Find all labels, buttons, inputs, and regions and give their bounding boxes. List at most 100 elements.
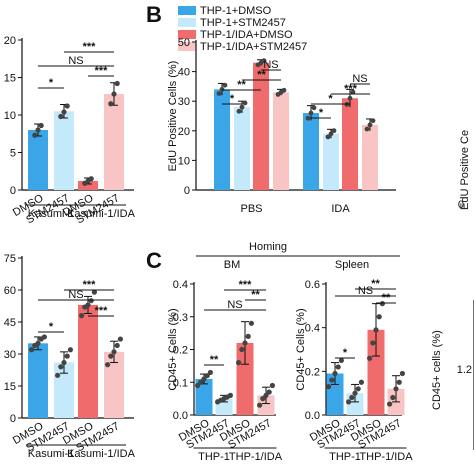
- c-bm-datapoint: [245, 333, 251, 339]
- charts-layer: 05101520DMSOSTM2457DMSOSTM2457****NS***K…: [4, 35, 413, 463]
- a-bottom-datapoint: [41, 334, 48, 340]
- c-spleen-datapoint: [329, 377, 335, 383]
- c-bm-sig-label: **: [251, 289, 260, 301]
- a-bottom-ytick-label: 30: [4, 349, 16, 361]
- a-bottom-ytick-label: 45: [4, 317, 16, 329]
- c-bm-datapoint: [236, 360, 242, 366]
- b-bar: [342, 98, 358, 190]
- b-ytick-label: 20: [178, 126, 190, 138]
- a-top-sig-label: ***: [83, 41, 97, 53]
- a-bottom-sig-label: ***: [83, 279, 97, 291]
- c-bm-datapoint: [198, 379, 204, 385]
- b-sig-label: *: [328, 93, 333, 105]
- b-datapoint: [331, 128, 337, 134]
- legend-label-3: THP-1/IDA+DMSO: [200, 29, 293, 41]
- c-spleen-datapoint: [338, 357, 344, 364]
- a-top-bar: [78, 181, 98, 190]
- a-bottom-datapoint: [79, 313, 85, 319]
- b-ytick-label: 0: [184, 185, 190, 197]
- c-spleen-datapoint: [358, 379, 364, 385]
- b-datapoint: [236, 108, 242, 114]
- a-top-ytick-label: 15: [4, 73, 16, 85]
- c-spleen-datapoint: [393, 386, 399, 392]
- spleen-heading: Spleen: [335, 259, 369, 271]
- c-spleen-datapoint: [326, 384, 332, 390]
- b-datapoint: [308, 110, 314, 116]
- c-bm-bar: [195, 378, 213, 415]
- b-sig-label: ***: [344, 83, 358, 95]
- a-top-datapoint: [111, 91, 117, 97]
- c-spleen-sig-label: **: [371, 278, 380, 290]
- a-top-ytick-label: 20: [4, 35, 16, 47]
- c-spleen-datapoint: [349, 394, 355, 401]
- c-bm-datapoint: [204, 373, 210, 379]
- b-bar: [273, 92, 289, 190]
- b-datapoint: [364, 126, 370, 132]
- c-spleen-ytick-label: 0.4: [305, 323, 320, 335]
- b-datapoint: [261, 58, 267, 64]
- a-top-sig-label: ***: [95, 65, 109, 77]
- a-top-ytick-label: 5: [10, 148, 16, 160]
- c-spleen-datapoint: [387, 401, 393, 407]
- c-spleen-datapoint: [367, 355, 373, 361]
- a-bottom-group-label: Kasumi-1: [28, 448, 74, 460]
- right-cd45-ylabel-fragment: CD45+ cells (%): [431, 330, 443, 410]
- c-bm-datapoint: [260, 396, 266, 402]
- a-bottom-ytick-label: 15: [4, 381, 16, 393]
- a-top-datapoint: [64, 103, 70, 109]
- a-bottom-datapoint: [108, 353, 114, 359]
- a-bottom-group-label: Kasumi-1/IDA: [67, 448, 136, 460]
- c-spleen-datapoint: [370, 340, 376, 346]
- a-bottom-datapoint: [55, 372, 61, 378]
- a-top-sig-label: NS: [68, 55, 83, 67]
- c-spleen-bar: [367, 329, 385, 415]
- a-top-datapoint: [108, 101, 114, 107]
- a-bottom-datapoint: [91, 289, 97, 295]
- a-bottom-sig-label: NS: [68, 289, 83, 301]
- a-top-datapoint: [38, 122, 44, 129]
- b-datapoint: [367, 122, 373, 128]
- a-bottom-ytick-label: 0: [10, 413, 16, 425]
- a-bottom-datapoint: [29, 347, 35, 353]
- a-bottom-datapoint: [111, 349, 117, 355]
- a-top-ytick-label: 0: [10, 185, 16, 197]
- c-bm-datapoint: [207, 369, 213, 376]
- c-bm-sig-label: **: [210, 354, 219, 366]
- b-bar: [303, 113, 319, 190]
- c-spleen-datapoint: [399, 370, 405, 377]
- a-top-ytick-label: 10: [4, 110, 16, 122]
- b-datapoint: [347, 95, 353, 101]
- c-bm-bar: [236, 342, 254, 415]
- a-top-bar: [104, 94, 124, 190]
- a-bottom-ytick-label: 60: [4, 285, 16, 297]
- b-sig-label: *: [319, 107, 324, 119]
- b-datapoint: [239, 104, 245, 110]
- c-bm-datapoint: [257, 402, 263, 408]
- c-spleen-ytick-label: 0.0: [305, 410, 320, 422]
- a-bottom-ytick-label: 75: [4, 253, 16, 265]
- c-spleen-datapoint: [355, 386, 361, 392]
- c-bm-datapoint: [195, 382, 201, 389]
- b-bar: [253, 62, 269, 190]
- b-bar: [234, 107, 250, 190]
- a-top-group-label: Kasumi-1: [28, 208, 74, 220]
- a-bottom-bar: [104, 351, 124, 418]
- c-bm-ytick-label: 0.4: [173, 279, 188, 291]
- c-bm-ytick-label: 0.3: [173, 312, 188, 324]
- b-datapoint: [242, 100, 248, 106]
- c-bm-datapoint: [263, 392, 269, 398]
- b-datapoint: [328, 131, 334, 137]
- c-spleen-sig-label: *: [343, 347, 348, 359]
- c-spleen-datapoint: [376, 314, 382, 320]
- c-bm-group-label: THP-1/IDA: [229, 451, 283, 463]
- b-sig-label: NS: [263, 59, 278, 71]
- a-top-datapoint: [32, 132, 38, 138]
- a-bottom-bar: [28, 343, 48, 418]
- c-bm-datapoint: [201, 376, 207, 382]
- a-top-group-label: Kasumi-1/IDA: [67, 208, 136, 220]
- c-bm-datapoint: [248, 320, 254, 326]
- c-bm-ytick-label: 0.2: [173, 345, 188, 357]
- b-bar: [214, 89, 230, 190]
- b-ytick-label: 40: [178, 67, 190, 79]
